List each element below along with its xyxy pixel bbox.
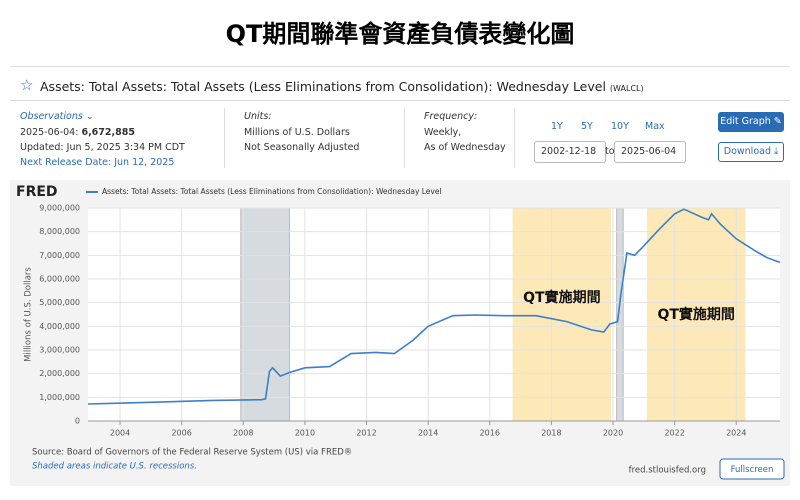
y-tick-label: 4,000,000 (39, 322, 80, 331)
divider (404, 108, 405, 168)
edit-graph-button[interactable]: Edit Graph ✎ (718, 112, 784, 132)
start-date[interactable]: 2002-12-18 (534, 141, 606, 163)
qt-highlight (646, 208, 746, 421)
recession-shade (240, 207, 290, 422)
y-axis-label: Millions of U.S. Dollars (24, 267, 34, 362)
download-label: Download (723, 146, 771, 157)
series-id: (WALCL) (609, 84, 644, 93)
units-label: Units: (244, 111, 272, 122)
y-tick-label: 7,000,000 (39, 251, 80, 260)
y-tick-label: 0 (75, 417, 80, 426)
edit-label: Edit Graph (720, 116, 771, 127)
to-label: to (605, 146, 615, 157)
x-tick-label: 2010 (295, 429, 315, 438)
x-tick-label: 2012 (356, 429, 376, 438)
star-icon[interactable]: ☆ (20, 76, 34, 94)
page-title: QT期間聯準會資產負債表變化圖 (225, 20, 575, 48)
obs-date: 2025-06-04: (20, 127, 79, 138)
divider (10, 66, 790, 67)
y-tick-label: 1,000,000 (39, 393, 80, 402)
frequency-line: As of Wednesday (424, 142, 506, 153)
fullscreen-label: Fullscreen (731, 465, 774, 475)
series-line (87, 208, 781, 405)
y-tick-label: 9,000,000 (39, 204, 80, 213)
x-tick-label: 2014 (418, 429, 438, 438)
x-tick-label: 2024 (726, 429, 746, 438)
range-button[interactable]: 10Y (611, 121, 629, 132)
x-tick-label: 2020 (603, 429, 623, 438)
range-button[interactable]: 5Y (581, 121, 593, 132)
x-tick-label: 2022 (664, 429, 684, 438)
divider (514, 108, 515, 168)
latest-observation: 2025-06-04: 6,672,885 (20, 127, 135, 138)
y-tick-label: 2,000,000 (39, 369, 80, 378)
y-tick-label: 3,000,000 (39, 346, 80, 355)
frequency-label: Frequency: (424, 111, 478, 122)
source: Source: Board of Governors of the Federa… (32, 448, 352, 458)
units-line: Millions of U.S. Dollars (244, 127, 350, 138)
recession-note: Shaded areas indicate U.S. recessions. (32, 462, 197, 472)
units-line: Not Seasonally Adjusted (244, 142, 360, 153)
y-tick-label: 8,000,000 (39, 227, 80, 236)
x-tick-label: 2016 (480, 429, 500, 438)
download-button[interactable]: Download ⤓ (718, 142, 784, 162)
range-button[interactable]: Max (645, 121, 665, 132)
updated: Updated: Jun 5, 2025 3:34 PM CDT (20, 142, 185, 153)
next-release[interactable]: Next Release Date: Jun 12, 2025 (20, 157, 175, 168)
site-link: fred.stlouisfed.org (629, 466, 706, 476)
series-title-text: Assets: Total Assets: Total Assets (Less… (40, 79, 606, 94)
observations-label: Observations (20, 111, 83, 122)
observations-toggle[interactable]: Observations ⌄ (20, 111, 94, 122)
qt-highlight (512, 208, 612, 421)
x-tick-label: 2004 (110, 429, 130, 438)
qt-label: QT實施期間 (523, 289, 600, 306)
x-tick-label: 2018 (541, 429, 561, 438)
qt-label: QT實施期間 (657, 306, 734, 323)
frequency-line: Weekly, (424, 127, 462, 138)
x-tick-label: 2006 (171, 429, 191, 438)
series-title: Assets: Total Assets: Total Assets (Less… (40, 79, 644, 94)
y-tick-label: 6,000,000 (39, 275, 80, 284)
chart: 0 1,000,000 2,000,000 3,000,000 4,000,000 5,0… (10, 180, 790, 486)
legend-label: Assets: Total Assets: Total Assets (Less… (102, 187, 442, 196)
divider (224, 108, 225, 168)
range-button[interactable]: 1Y (551, 121, 563, 132)
fullscreen-button[interactable] (719, 458, 785, 480)
y-tick-label: 5,000,000 (39, 298, 80, 307)
fred-logo: FRED (16, 184, 58, 200)
end-date[interactable]: 2025-06-04 (614, 141, 686, 163)
x-tick-label: 2008 (233, 429, 253, 438)
divider (10, 100, 790, 101)
obs-value: 6,672,885 (81, 127, 135, 138)
